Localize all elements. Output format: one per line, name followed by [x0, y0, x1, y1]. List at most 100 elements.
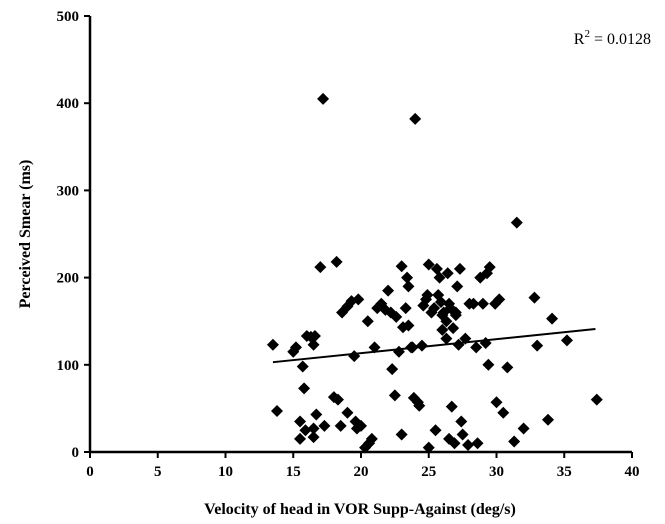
data-point — [318, 419, 331, 432]
data-point — [434, 296, 447, 309]
data-point — [355, 419, 367, 432]
data-point — [382, 284, 395, 297]
data-point — [307, 422, 320, 435]
data-point — [298, 382, 311, 395]
data-point — [402, 319, 415, 332]
y-tick-label: 100 — [57, 358, 80, 374]
data-point — [441, 267, 454, 280]
data-point — [531, 339, 544, 352]
data-point — [294, 432, 307, 445]
data-point — [334, 419, 347, 432]
x-tick-label: 0 — [86, 464, 94, 480]
data-point — [590, 393, 603, 406]
data-point — [352, 293, 365, 306]
data-point — [388, 389, 401, 402]
data-point — [476, 297, 489, 310]
x-tick-label: 30 — [489, 464, 504, 480]
data-point — [422, 258, 435, 271]
data-point — [428, 302, 441, 315]
data-point — [289, 341, 302, 354]
data-point — [401, 271, 414, 284]
y-tick-label: 200 — [57, 271, 80, 287]
data-point — [541, 413, 554, 426]
data-point — [413, 399, 426, 412]
x-tick-label: 5 — [154, 464, 162, 480]
data-point — [310, 408, 323, 421]
data-point — [270, 405, 283, 418]
y-tick-label: 400 — [57, 96, 80, 112]
axes — [84, 15, 633, 458]
data-point — [307, 338, 320, 351]
data-point — [455, 415, 468, 428]
data-point — [453, 262, 466, 275]
data-point — [422, 441, 435, 454]
trendline — [272, 328, 596, 364]
x-tick-label: 40 — [625, 464, 640, 480]
data-point — [368, 341, 381, 354]
data-point — [451, 280, 464, 293]
data-point — [386, 363, 399, 376]
x-tick-label: 20 — [354, 464, 369, 480]
x-tick-label: 35 — [557, 464, 572, 480]
trendline-layer — [272, 328, 596, 364]
data-point — [436, 323, 449, 336]
data-point — [390, 310, 403, 323]
r-squared-annotation: R2 = 0.0128 — [574, 28, 651, 48]
data-point — [365, 432, 378, 445]
data-point — [440, 315, 453, 328]
data-point — [462, 439, 475, 452]
data-point — [483, 261, 496, 274]
data-point — [266, 338, 279, 351]
data-point — [406, 341, 419, 354]
y-tick-label: 500 — [57, 9, 80, 25]
data-point — [448, 437, 461, 450]
data-point — [392, 345, 405, 358]
data-point — [493, 293, 506, 306]
data-point — [449, 306, 462, 319]
data-point — [399, 302, 412, 315]
x-axis-label: Velocity of head in VOR Supp-Against (de… — [204, 501, 516, 518]
data-point — [517, 422, 530, 435]
data-point — [330, 255, 343, 268]
data-points — [266, 92, 603, 454]
data-point — [402, 280, 415, 293]
data-point — [490, 396, 503, 409]
data-point — [456, 428, 469, 441]
data-point — [296, 360, 309, 373]
data-point — [452, 338, 465, 351]
x-tick-label: 15 — [286, 464, 301, 480]
y-tick-label: 300 — [57, 183, 80, 199]
y-axis-label: Perceived Smear (ms) — [17, 160, 34, 309]
data-point — [308, 330, 321, 343]
data-point — [421, 289, 434, 302]
data-point — [299, 424, 312, 437]
data-point — [317, 92, 330, 105]
data-point — [497, 406, 510, 419]
y-tick-label: 0 — [72, 445, 80, 461]
data-point — [294, 415, 307, 428]
data-point — [508, 435, 521, 448]
data-point — [429, 424, 442, 437]
data-point — [361, 315, 374, 328]
data-point — [307, 431, 320, 444]
data-point — [510, 216, 523, 229]
data-point — [501, 361, 514, 374]
data-point — [459, 332, 472, 345]
data-point — [395, 428, 408, 441]
data-point — [415, 339, 428, 352]
x-tick-label: 25 — [421, 464, 436, 480]
data-point — [471, 437, 484, 450]
data-point — [528, 291, 541, 304]
data-point — [433, 271, 446, 284]
data-point — [546, 312, 559, 325]
data-point — [430, 262, 443, 275]
data-point — [348, 350, 361, 363]
data-point — [470, 341, 483, 354]
data-point — [331, 393, 344, 406]
x-tick-label: 10 — [218, 464, 233, 480]
data-point — [560, 334, 573, 347]
data-point — [467, 297, 480, 310]
data-point — [479, 337, 492, 349]
